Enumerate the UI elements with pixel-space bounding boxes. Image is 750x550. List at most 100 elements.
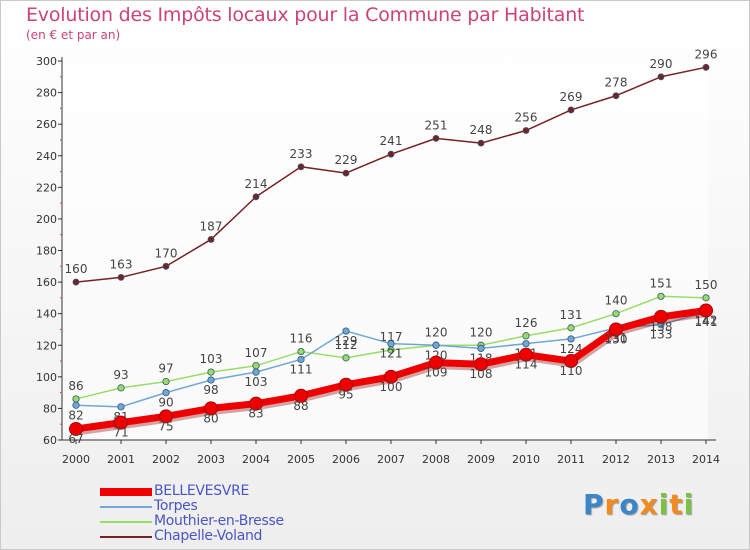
data-label: 130 bbox=[605, 332, 628, 346]
y-tick-label: 200 bbox=[36, 213, 57, 226]
y-tick-label: 220 bbox=[36, 181, 57, 194]
data-point bbox=[657, 292, 665, 300]
data-point bbox=[654, 309, 668, 324]
data-point bbox=[162, 389, 170, 397]
y-tick-label: 60 bbox=[43, 434, 57, 447]
x-tick-label: 2006 bbox=[332, 453, 360, 466]
logo-letter: t bbox=[669, 488, 684, 521]
data-label: 120 bbox=[425, 325, 448, 339]
legend-swatch bbox=[100, 488, 152, 496]
data-label: 103 bbox=[200, 352, 223, 366]
data-label: 83 bbox=[248, 407, 263, 421]
data-label: 256 bbox=[515, 110, 538, 124]
data-label: 90 bbox=[158, 396, 173, 410]
x-tick-label: 2004 bbox=[242, 453, 270, 466]
data-label: 80 bbox=[203, 411, 218, 425]
legend-label: Torpes bbox=[154, 498, 198, 514]
legend-label: Chapelle-Voland bbox=[154, 528, 263, 544]
x-tick-label: 2003 bbox=[197, 453, 225, 466]
data-point bbox=[117, 403, 125, 411]
legend-swatch bbox=[100, 521, 152, 523]
data-point bbox=[339, 377, 353, 392]
data-point bbox=[162, 262, 170, 270]
data-label: 214 bbox=[245, 177, 268, 191]
data-label: 82 bbox=[68, 408, 83, 422]
logo-letter: i bbox=[658, 488, 670, 521]
data-label: 290 bbox=[650, 57, 673, 71]
proxiti-logo: Proxiti bbox=[583, 488, 694, 521]
y-tick-label: 280 bbox=[36, 87, 57, 100]
data-label: 131 bbox=[560, 308, 583, 322]
data-point bbox=[429, 355, 443, 370]
data-point bbox=[297, 163, 305, 171]
data-label: 112 bbox=[335, 338, 358, 352]
data-point bbox=[702, 294, 710, 302]
data-label: 124 bbox=[560, 342, 583, 356]
data-label: 126 bbox=[515, 316, 538, 330]
y-tick-label: 100 bbox=[36, 371, 57, 384]
data-point bbox=[72, 395, 80, 403]
x-tick-label: 2008 bbox=[422, 453, 450, 466]
data-point bbox=[207, 236, 215, 243]
data-label: 111 bbox=[290, 362, 313, 376]
data-point bbox=[567, 106, 575, 114]
data-label: 88 bbox=[293, 399, 308, 413]
x-tick-label: 2009 bbox=[467, 453, 495, 466]
legend-swatch bbox=[100, 536, 152, 538]
data-label: 97 bbox=[158, 362, 173, 376]
x-tick-label: 2007 bbox=[377, 453, 405, 466]
logo-letter: P bbox=[583, 488, 605, 521]
data-point bbox=[657, 73, 665, 81]
data-point bbox=[117, 384, 125, 392]
data-point bbox=[249, 396, 263, 411]
data-label: 248 bbox=[470, 123, 493, 137]
data-point bbox=[522, 332, 530, 340]
data-label: 141 bbox=[695, 315, 718, 329]
data-point bbox=[297, 347, 305, 356]
data-label: 110 bbox=[560, 364, 583, 378]
data-point bbox=[252, 193, 260, 201]
data-point bbox=[342, 354, 350, 362]
data-point bbox=[474, 357, 488, 372]
data-point bbox=[342, 169, 350, 177]
logo-letter: r bbox=[604, 488, 620, 521]
y-tick-label: 140 bbox=[36, 308, 57, 321]
y-tick-label: 120 bbox=[36, 339, 57, 352]
data-label: 116 bbox=[290, 332, 313, 346]
data-point bbox=[477, 344, 485, 353]
data-point bbox=[297, 355, 305, 364]
data-label: 296 bbox=[695, 47, 718, 61]
y-tick-label: 300 bbox=[36, 55, 57, 68]
legend-label: Mouthier-en-Bresse bbox=[154, 513, 284, 529]
y-tick-label: 260 bbox=[36, 118, 57, 131]
data-point bbox=[207, 368, 215, 376]
data-label: 107 bbox=[245, 346, 268, 360]
data-label: 163 bbox=[110, 257, 133, 271]
data-label: 95 bbox=[338, 388, 353, 402]
data-label: 120 bbox=[470, 325, 493, 339]
data-label: 121 bbox=[380, 347, 403, 361]
y-tick-label: 160 bbox=[36, 276, 57, 289]
data-label: 241 bbox=[380, 134, 403, 148]
chart-subtitle: (en € et par an) bbox=[26, 28, 121, 42]
data-point bbox=[342, 327, 350, 335]
logo-letter: x bbox=[639, 488, 659, 521]
y-tick-label: 240 bbox=[36, 150, 57, 163]
legend-label: BELLEVESVRE bbox=[154, 483, 250, 499]
data-point bbox=[204, 401, 218, 416]
data-point bbox=[114, 415, 128, 430]
data-point bbox=[387, 150, 395, 158]
data-point bbox=[522, 340, 530, 348]
data-label: 278 bbox=[605, 76, 628, 90]
data-label: 142 bbox=[695, 314, 718, 328]
data-label: 117 bbox=[380, 330, 403, 344]
data-label: 114 bbox=[515, 358, 538, 372]
x-tick-label: 2012 bbox=[602, 453, 630, 466]
data-point bbox=[519, 347, 533, 362]
data-label: 160 bbox=[65, 262, 88, 276]
data-point bbox=[522, 127, 530, 134]
data-label: 138 bbox=[650, 320, 673, 334]
data-point bbox=[387, 340, 395, 348]
x-tick-label: 2000 bbox=[62, 453, 90, 466]
